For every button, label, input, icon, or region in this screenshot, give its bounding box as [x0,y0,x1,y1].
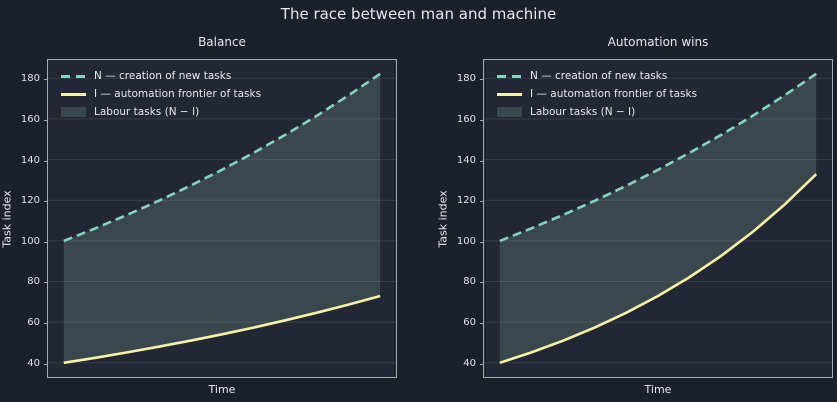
y-tick-mark [44,160,48,162]
chart-canvas [484,72,832,365]
y-tick-label: 100 [20,235,40,247]
legend-label: I — automation frontier of tasks [530,88,698,100]
y-tick-label: 60 [27,317,40,329]
chart-panel-balance: Balance Task index N — creation of new t… [1,35,397,396]
legend-entry: N — creation of new tasks [497,69,697,83]
y-tick-label: 120 [456,195,476,207]
new-tasks-line [63,72,381,243]
legend-dashed-line-swatch [61,74,86,78]
y-tick-mark [44,119,48,121]
chart-title: Automation wins [607,35,709,49]
y-tick-mark [480,79,484,81]
legend-solid-line-swatch [497,92,522,96]
labour-tasks-fill-region [63,73,381,363]
automation-frontier-line [63,294,381,365]
plot-area: N — creation of new tasks I — automation … [457,59,833,378]
legend-entry: I — automation frontier of tasks [497,87,697,101]
y-tick-label: 80 [27,276,40,288]
y-axis-label: Task index [436,189,450,248]
y-tick-label: 80 [463,276,476,288]
y-tick-mark [480,282,484,284]
y-tick-label: 160 [456,113,476,125]
y-tick-mark [480,241,484,243]
y-tick-mark [480,119,484,121]
y-tick-label: 40 [27,357,40,369]
legend-solid-line-swatch [61,92,86,96]
legend-label: Labour tasks (N − I) [94,106,200,118]
legend-label: Labour tasks (N − I) [530,106,636,118]
legend-entry: I — automation frontier of tasks [61,87,261,101]
y-tick-mark [44,79,48,81]
labour-tasks-fill-region [499,73,817,363]
legend-entry: Labour tasks (N − I) [61,105,261,119]
chart-panel-automation-wins: Automation wins Task index N — creation … [437,35,833,396]
new-tasks-line [499,72,817,243]
y-tick-label: 120 [20,195,40,207]
y-tick-label: 180 [456,73,476,85]
legend-patch-swatch [61,107,86,117]
chart-title: Balance [198,35,246,49]
y-tick-mark [480,323,484,325]
y-tick-label: 100 [456,235,476,247]
y-tick-mark [44,282,48,284]
legend-label: N — creation of new tasks [94,70,232,82]
x-axis-label: Time [644,383,672,396]
y-tick-mark [44,323,48,325]
legend: N — creation of new tasks I — automation … [61,69,261,119]
automation-frontier-line [499,173,818,365]
y-tick-label: 140 [456,154,476,166]
y-axis-label: Task index [0,189,14,248]
y-tick-label: 140 [20,154,40,166]
x-axis-label: Time [208,383,236,396]
y-tick-mark [44,241,48,243]
plot-area: N — creation of new tasks I — automation … [21,59,397,378]
y-tick-mark [480,201,484,203]
legend-entry: N — creation of new tasks [61,69,261,83]
legend-label: N — creation of new tasks [530,70,668,82]
figure-title: The race between man and machine [280,5,557,23]
legend-entry: Labour tasks (N − I) [497,105,697,119]
y-tick-label: 40 [463,357,476,369]
legend-patch-swatch [497,107,522,117]
y-tick-label: 180 [20,73,40,85]
y-tick-mark [480,160,484,162]
chart-canvas [48,72,396,365]
legend: N — creation of new tasks I — automation … [497,69,697,119]
y-tick-mark [480,363,484,365]
legend-label: I — automation frontier of tasks [94,88,262,100]
y-tick-label: 60 [463,317,476,329]
legend-dashed-line-swatch [497,74,522,78]
y-tick-mark [44,363,48,365]
y-tick-label: 160 [20,113,40,125]
y-tick-mark [44,201,48,203]
